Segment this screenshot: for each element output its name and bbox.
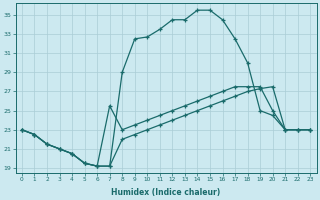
X-axis label: Humidex (Indice chaleur): Humidex (Indice chaleur) bbox=[111, 188, 221, 197]
